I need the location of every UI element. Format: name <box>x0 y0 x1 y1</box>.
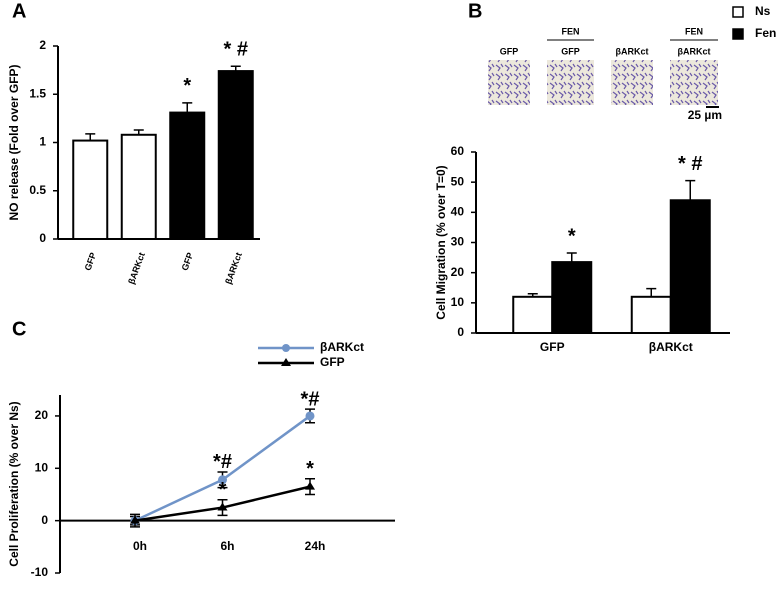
significance: * <box>219 479 227 501</box>
x-tick-label: βARKct <box>649 340 693 354</box>
image-label: GFP <box>561 46 580 56</box>
panel-label: A <box>12 0 26 22</box>
micrograph <box>488 60 530 105</box>
x-tick-label: GFP <box>540 340 565 354</box>
x-tick-label: 24h <box>305 539 326 553</box>
legend-label: Ns <box>755 4 771 18</box>
x-tick-label: GFP <box>180 251 196 272</box>
y-tick-label: 1.5 <box>29 86 46 100</box>
y-tick-label: 40 <box>451 205 465 219</box>
significance: * <box>306 458 314 480</box>
x-tick-label: GFP <box>83 251 99 272</box>
y-axis-label: NO release (Fold over GFP) <box>7 64 21 220</box>
error-bar <box>566 252 577 263</box>
panel-label: C <box>12 318 26 340</box>
legend-label: βARKct <box>320 340 364 354</box>
micrograph <box>547 60 594 105</box>
panel-label: B <box>468 0 482 22</box>
y-tick-label: -10 <box>31 565 49 579</box>
y-axis-label: Cell Migration (% over T=0) <box>434 165 448 319</box>
y-tick-label: 20 <box>35 408 49 422</box>
significance: * # <box>678 153 702 175</box>
bar <box>120 133 157 240</box>
x-tick-label: 6h <box>220 539 234 553</box>
x-tick-label: 0h <box>133 539 147 553</box>
y-tick-label: 10 <box>35 460 49 474</box>
scale-bar-label: 25 µm <box>688 108 722 122</box>
bar <box>669 199 711 334</box>
point <box>218 475 227 485</box>
x-tick-label: βARKct <box>126 251 147 285</box>
significance: * <box>568 225 576 247</box>
error-bar <box>182 102 193 113</box>
legend-swatch <box>732 6 744 18</box>
point <box>130 515 140 524</box>
significance: *# <box>213 451 232 473</box>
image-group-label: FEN <box>562 26 580 36</box>
legend-swatch <box>732 28 744 40</box>
significance: * <box>183 75 191 97</box>
bar <box>512 295 554 334</box>
point <box>305 411 315 421</box>
image-label: βARKct <box>616 46 649 56</box>
y-tick-label: 0 <box>39 231 46 245</box>
image-group-label: FEN <box>685 26 703 36</box>
bar <box>169 111 206 240</box>
image-label: GFP <box>500 46 519 56</box>
y-tick-label: 0 <box>41 513 48 527</box>
y-tick-label: 1 <box>39 135 46 149</box>
image-label: βARKct <box>678 46 711 56</box>
legend-marker <box>282 344 290 352</box>
error-bar <box>85 133 96 141</box>
legend-label: GFP <box>320 355 345 369</box>
y-tick-label: 0 <box>457 325 464 339</box>
point <box>305 481 315 490</box>
y-tick-label: 20 <box>451 265 465 279</box>
micrograph <box>611 60 653 105</box>
micrograph <box>670 60 718 105</box>
bar <box>217 70 254 240</box>
legend-label: Fen <box>755 26 776 40</box>
error-bar <box>646 287 657 297</box>
bar <box>551 261 593 335</box>
x-tick-label: βARKct <box>223 251 244 285</box>
y-tick-label: 30 <box>451 235 465 249</box>
error-bar <box>685 179 696 201</box>
bar <box>72 139 109 241</box>
y-tick-label: 50 <box>451 174 465 188</box>
point <box>217 502 228 511</box>
y-tick-label: 0.5 <box>29 183 46 197</box>
y-axis-label: Cell Proliferation (% over Ns) <box>7 401 21 566</box>
bar <box>630 295 672 334</box>
y-tick-label: 60 <box>451 144 465 158</box>
significance: *# <box>301 388 320 410</box>
y-tick-label: 2 <box>39 38 46 52</box>
y-tick-label: 10 <box>451 295 465 309</box>
legend-marker <box>281 358 291 366</box>
significance: * # <box>224 39 248 61</box>
